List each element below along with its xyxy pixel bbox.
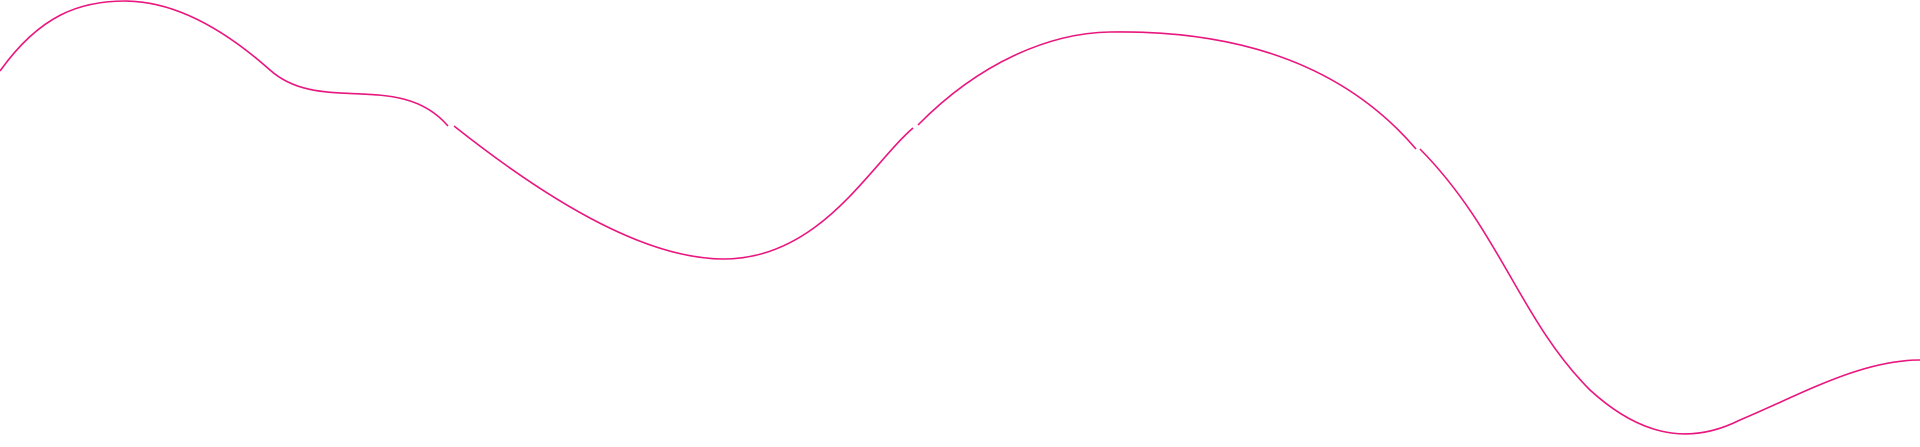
- wave-segment-3: [917, 31, 1417, 150]
- wave-segment-4: [1419, 148, 1920, 435]
- wave-segment-1: [0, 0, 449, 127]
- wave-segment-2: [453, 125, 914, 260]
